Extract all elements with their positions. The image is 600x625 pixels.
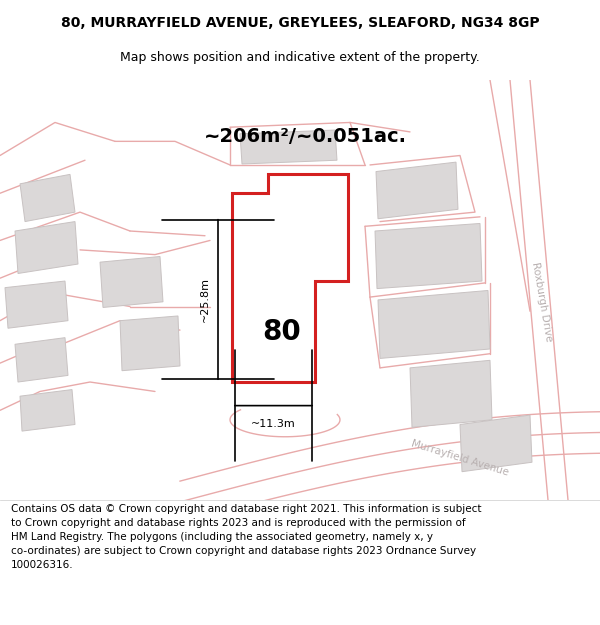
Text: ~11.3m: ~11.3m (251, 419, 296, 429)
Polygon shape (100, 256, 163, 308)
Text: ~206m²/~0.051ac.: ~206m²/~0.051ac. (203, 127, 407, 146)
Polygon shape (15, 338, 68, 382)
Text: Murrayfield Avenue: Murrayfield Avenue (410, 438, 510, 477)
Polygon shape (20, 389, 75, 431)
Text: 80, MURRAYFIELD AVENUE, GREYLEES, SLEAFORD, NG34 8GP: 80, MURRAYFIELD AVENUE, GREYLEES, SLEAFO… (61, 16, 539, 30)
Polygon shape (20, 174, 75, 222)
Polygon shape (410, 361, 492, 428)
Text: Roxburgh Drive: Roxburgh Drive (530, 261, 554, 343)
Polygon shape (5, 281, 68, 328)
Text: Map shows position and indicative extent of the property.: Map shows position and indicative extent… (120, 51, 480, 64)
Polygon shape (376, 162, 458, 219)
Polygon shape (15, 222, 78, 274)
Text: ~25.8m: ~25.8m (200, 277, 210, 322)
Polygon shape (240, 130, 337, 164)
Polygon shape (232, 174, 348, 382)
Polygon shape (378, 291, 490, 358)
Polygon shape (120, 316, 180, 371)
Text: 80: 80 (262, 318, 301, 346)
Polygon shape (375, 224, 482, 289)
Polygon shape (460, 415, 532, 472)
Text: Contains OS data © Crown copyright and database right 2021. This information is : Contains OS data © Crown copyright and d… (11, 504, 481, 570)
